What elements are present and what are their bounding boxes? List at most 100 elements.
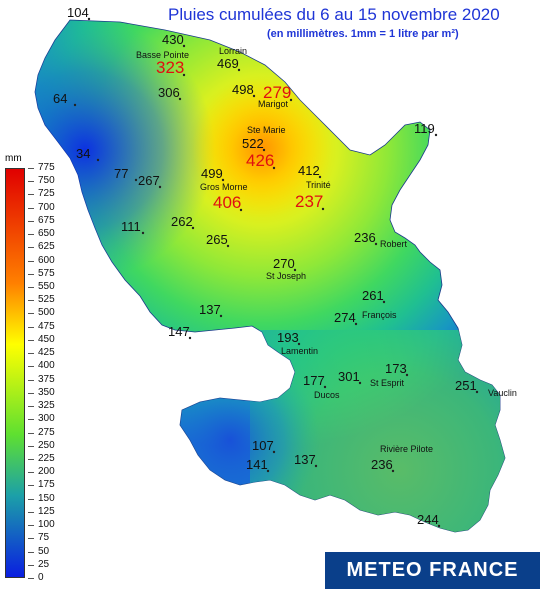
legend-tick: 725 — [28, 188, 55, 200]
place-name: Marigot — [258, 99, 289, 109]
rainfall-value: 236 — [371, 457, 393, 472]
station-dot — [358, 381, 362, 385]
legend-tick: 750 — [28, 175, 55, 187]
legend-tick: 775 — [28, 162, 55, 173]
place-name: Gros Morne — [200, 182, 248, 192]
place-name: Trinité — [306, 180, 331, 190]
station-dot — [321, 207, 325, 211]
legend-tick: 600 — [28, 254, 55, 266]
place-name: François — [362, 310, 397, 320]
place-names: Basse Pointe Lorrain Marigot Ste Marie Trini… — [136, 46, 517, 454]
rainfall-value: 244 — [417, 512, 439, 527]
place-name: St Esprit — [370, 378, 405, 388]
rainfall-value: 499 — [201, 166, 223, 181]
station-dot — [262, 148, 266, 152]
legend-tick: 575 — [28, 267, 55, 279]
legend-tick: 400 — [28, 360, 55, 372]
rainfall-value: 301 — [338, 369, 360, 384]
station-dot — [293, 268, 297, 272]
station-dot — [239, 208, 243, 212]
rainfall-value: 412 — [298, 163, 320, 178]
legend-tick: 50 — [27, 545, 50, 557]
legend-tick: 0 — [28, 572, 44, 583]
rainfall-value-highlight: 279 — [263, 83, 291, 102]
place-name: Robert — [380, 239, 408, 249]
rainfall-value: 430 — [162, 32, 184, 47]
rainfall-value: 498 — [232, 82, 254, 97]
map-title: Pluies cumulées du 6 au 15 novembre 2020 — [168, 5, 500, 24]
legend-tick: 100 — [28, 519, 55, 531]
rainfall-value: 111 — [121, 219, 141, 234]
rainfall-value: 104 — [67, 5, 89, 20]
legend-tick: 500 — [28, 307, 55, 319]
rainfall-value: 270 — [273, 256, 295, 271]
station-dot — [475, 390, 479, 394]
place-name: St Joseph — [266, 271, 306, 281]
station-dot — [374, 242, 378, 246]
place-name: Ducos — [314, 390, 340, 400]
legend-tick: 700 — [28, 201, 55, 213]
legend-tick: 425 — [28, 347, 55, 359]
station-dot — [226, 244, 230, 248]
rainfall-value: 236 — [354, 230, 376, 245]
rainfall-value-highlight: 323 — [156, 58, 184, 77]
station-dot — [219, 314, 223, 318]
rainfall-value: 141 — [246, 457, 268, 472]
station-dot — [437, 524, 441, 528]
rainfall-value-highlight: 426 — [246, 151, 274, 170]
place-name: Ste Marie — [247, 125, 286, 135]
rainfall-value: 177 — [303, 373, 325, 388]
legend-tick: 450 — [28, 333, 55, 345]
legend-tick: 650 — [28, 228, 55, 240]
rainfall-value: 193 — [277, 330, 299, 345]
rainfall-value-highlight: 237 — [295, 192, 323, 211]
rainfall-value: 34 — [76, 146, 90, 161]
station-dot — [96, 158, 100, 162]
rainfall-value: 251 — [455, 378, 477, 393]
station-dot — [266, 469, 270, 473]
legend-tick: 125 — [28, 505, 55, 517]
rainfall-value: 306 — [158, 85, 180, 100]
legend-colorbar — [5, 168, 25, 578]
station-dot — [73, 103, 77, 107]
legend-tick: 175 — [28, 479, 55, 491]
legend-tick: 275 — [28, 426, 55, 438]
station-dot — [405, 373, 409, 377]
rainfall-value: 173 — [385, 361, 407, 376]
logo-text: METEO FRANCE — [346, 559, 519, 581]
station-dot — [221, 178, 225, 182]
station-dot — [191, 226, 195, 230]
station-dot — [87, 17, 91, 21]
place-name: Basse Pointe — [136, 50, 189, 60]
place-name: Lamentin — [281, 346, 318, 356]
rainfall-value: 267 — [138, 173, 160, 188]
station-dot — [141, 231, 145, 235]
rainfall-value: 147 — [168, 324, 190, 339]
station-dot — [237, 68, 241, 72]
legend-unit: mm — [5, 153, 22, 164]
station-dot — [354, 322, 358, 326]
station-dot — [297, 342, 301, 346]
station-dot — [314, 464, 318, 468]
rainfall-value: 107 — [252, 438, 274, 453]
station-dot — [434, 133, 438, 137]
station-dot — [158, 185, 162, 189]
station-dot — [391, 469, 395, 473]
map-subtitle: (en millimètres. 1mm = 1 litre par m²) — [267, 28, 459, 40]
legend-tick: 350 — [28, 386, 55, 398]
rainfall-value: 469 — [217, 56, 239, 71]
legend-tick: 75 — [27, 532, 50, 544]
place-name: Vauclin — [488, 388, 517, 398]
rainfall-value: 137 — [199, 302, 221, 317]
rainfall-value: 522 — [242, 136, 264, 151]
legend-tick: 525 — [28, 294, 55, 306]
legend-tick: 550 — [28, 281, 55, 293]
legend-tick: 225 — [28, 452, 55, 464]
legend-tick: 250 — [28, 439, 55, 451]
station-dot — [382, 300, 386, 304]
rainfall-value: 261 — [362, 288, 384, 303]
station-dot — [323, 385, 327, 389]
rainfall-value: 265 — [206, 232, 228, 247]
